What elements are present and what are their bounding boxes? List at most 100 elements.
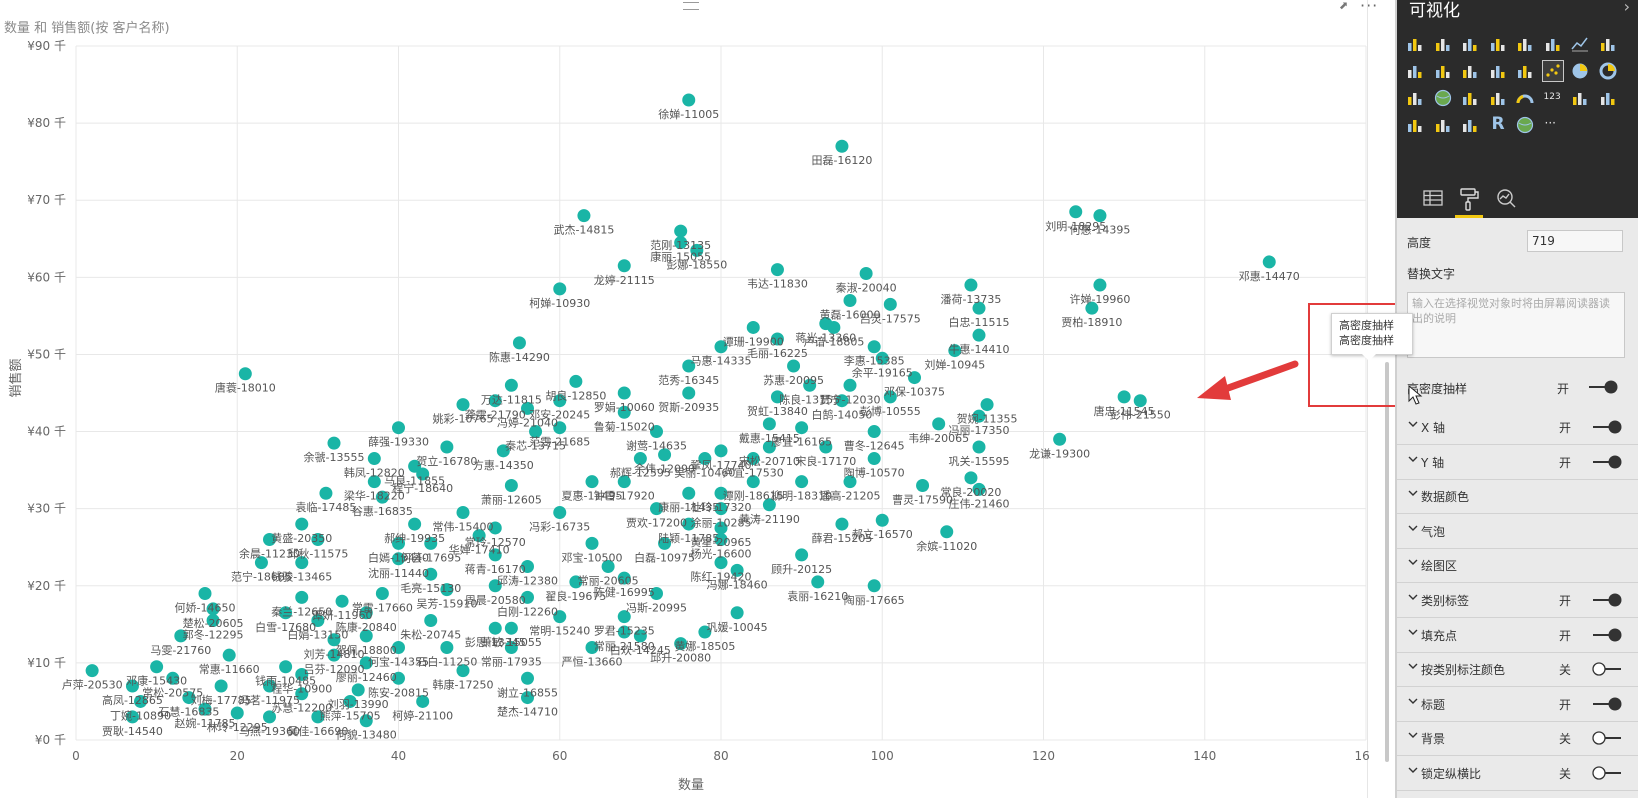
100-bar-icon[interactable]: [1515, 34, 1535, 54]
data-point[interactable]: [1093, 209, 1107, 223]
data-point[interactable]: [182, 691, 196, 705]
alt-text-input[interactable]: 输入在选择视觉对象时将由屏幕阅读器读出的说明: [1407, 292, 1625, 358]
data-point[interactable]: [980, 398, 994, 412]
data-point[interactable]: [1069, 205, 1083, 219]
data-point[interactable]: [585, 640, 599, 654]
data-point[interactable]: [682, 486, 696, 500]
height-input[interactable]: 719: [1527, 230, 1623, 252]
data-point[interactable]: [367, 475, 381, 489]
data-point[interactable]: [819, 440, 833, 454]
data-point[interactable]: [633, 629, 647, 643]
data-point[interactable]: [553, 610, 567, 624]
data-point[interactable]: [650, 586, 663, 600]
data-point[interactable]: [714, 502, 728, 516]
format-section[interactable]: 气泡: [1397, 514, 1638, 549]
data-point[interactable]: [770, 332, 784, 346]
data-point[interactable]: [375, 490, 389, 504]
data-point[interactable]: [867, 340, 881, 354]
data-point[interactable]: [238, 367, 252, 381]
focus-mode-icon[interactable]: ⬈: [1339, 0, 1349, 12]
data-point[interactable]: [206, 602, 220, 616]
format-section[interactable]: 类别标签 开: [1397, 583, 1638, 618]
data-point[interactable]: [714, 340, 728, 354]
data-point[interactable]: [263, 679, 276, 693]
format-section[interactable]: 背景 关: [1397, 721, 1638, 757]
analytics-tab-icon[interactable]: [1487, 180, 1527, 218]
data-point[interactable]: [553, 421, 567, 435]
data-point[interactable]: [359, 656, 373, 670]
data-point[interactable]: [577, 209, 591, 223]
data-point[interactable]: [972, 440, 986, 454]
data-point[interactable]: [521, 671, 534, 685]
data-point[interactable]: [85, 664, 99, 678]
data-point[interactable]: [867, 425, 881, 439]
data-point[interactable]: [811, 575, 825, 589]
data-point[interactable]: [521, 590, 534, 604]
data-point[interactable]: [504, 479, 518, 493]
data-point[interactable]: [674, 637, 688, 651]
data-point[interactable]: [521, 691, 534, 705]
data-point[interactable]: [392, 640, 405, 654]
data-point[interactable]: [230, 706, 244, 720]
data-point[interactable]: [770, 263, 784, 277]
data-point[interactable]: [134, 694, 147, 708]
data-point[interactable]: [795, 421, 809, 435]
stacked-column-icon[interactable]: [1433, 34, 1453, 54]
data-point[interactable]: [150, 660, 164, 674]
section-toggle[interactable]: [1591, 454, 1623, 470]
data-point[interactable]: [770, 390, 784, 404]
data-point[interactable]: [529, 425, 543, 439]
data-point[interactable]: [835, 394, 849, 408]
data-point[interactable]: [569, 374, 583, 388]
data-point[interactable]: [867, 452, 881, 466]
data-point[interactable]: [311, 533, 325, 547]
data-point[interactable]: [964, 471, 978, 485]
data-point[interactable]: [827, 320, 841, 334]
data-point[interactable]: [367, 452, 381, 466]
data-point[interactable]: [835, 517, 849, 531]
data-point[interactable]: [932, 417, 946, 431]
data-point[interactable]: [948, 344, 962, 358]
data-point[interactable]: [512, 336, 526, 350]
data-point[interactable]: [875, 513, 889, 527]
data-point[interactable]: [521, 401, 534, 415]
data-point[interactable]: [617, 386, 631, 400]
format-section[interactable]: X 轴开: [1397, 410, 1638, 445]
data-point[interactable]: [698, 452, 712, 466]
section-toggle[interactable]: [1591, 765, 1623, 781]
data-point[interactable]: [682, 359, 696, 373]
data-point[interactable]: [617, 610, 631, 624]
stacked-area-icon[interactable]: [1405, 61, 1425, 81]
data-point[interactable]: [504, 621, 518, 635]
data-point[interactable]: [682, 517, 696, 531]
data-point[interactable]: [633, 452, 647, 466]
data-point[interactable]: [1117, 390, 1131, 404]
data-point[interactable]: [488, 394, 502, 408]
data-point[interactable]: [198, 586, 212, 600]
100-column-icon[interactable]: [1543, 34, 1563, 54]
data-point[interactable]: [295, 667, 309, 681]
clustered-bar-icon[interactable]: [1460, 34, 1480, 54]
donut-icon[interactable]: [1598, 61, 1618, 81]
data-point[interactable]: [424, 567, 438, 581]
data-point[interactable]: [456, 398, 470, 412]
data-point[interactable]: [585, 536, 599, 550]
data-point[interactable]: [714, 486, 728, 500]
data-point[interactable]: [553, 394, 567, 408]
data-point[interactable]: [263, 533, 276, 547]
data-point[interactable]: [254, 556, 268, 570]
data-point[interactable]: [408, 459, 422, 473]
data-point[interactable]: [972, 301, 986, 315]
pie-icon[interactable]: [1570, 61, 1590, 81]
format-section[interactable]: 按类别标注颜色 关: [1397, 652, 1638, 688]
data-point[interactable]: [521, 560, 534, 573]
scatter-icon[interactable]: [1541, 60, 1564, 82]
data-point[interactable]: [585, 475, 599, 489]
data-point[interactable]: [972, 328, 986, 342]
data-point[interactable]: [746, 320, 760, 334]
data-point[interactable]: [883, 297, 897, 311]
data-point[interactable]: [416, 467, 430, 481]
data-point[interactable]: [125, 679, 139, 693]
card-icon[interactable]: 123: [1543, 88, 1563, 108]
data-point[interactable]: [972, 409, 986, 423]
